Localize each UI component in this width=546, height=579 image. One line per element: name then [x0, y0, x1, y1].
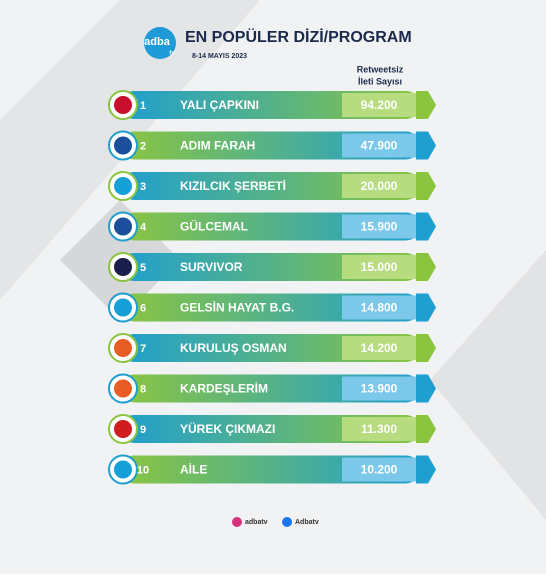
channel-logo	[114, 96, 132, 114]
row-end	[416, 293, 436, 322]
rank: 8	[140, 383, 146, 395]
value: 94.200	[361, 98, 398, 112]
row-end	[416, 131, 436, 160]
rank: 10	[137, 464, 149, 476]
value-box	[342, 133, 416, 158]
row-end	[416, 455, 436, 484]
instagram-icon	[232, 517, 242, 527]
program-title: AİLE	[180, 462, 207, 477]
value-box	[342, 214, 416, 239]
facebook: Adbatv	[295, 519, 319, 526]
title: EN POPÜLER DİZİ/PROGRAM	[185, 27, 412, 46]
row-end	[416, 374, 436, 403]
row-end	[416, 253, 436, 281]
value: 11.300	[361, 422, 397, 436]
rank: 3	[140, 181, 146, 193]
program-title: KIZILCIK ŞERBETİ	[180, 178, 286, 193]
row-end	[416, 91, 436, 119]
value-box	[342, 93, 416, 117]
channel-logo	[114, 217, 132, 236]
column-header: İleti Sayısı	[358, 76, 402, 86]
value: 14.800	[361, 301, 398, 315]
logo-sub: tv	[169, 51, 175, 57]
rank: 9	[140, 424, 146, 436]
value: 15.000	[361, 260, 398, 274]
program-title: GELSİN HAYAT B.G.	[180, 300, 294, 315]
logo	[144, 27, 176, 59]
column-header: Retweetsiz	[357, 64, 404, 74]
row-end	[416, 212, 436, 241]
bg-shape	[430, 250, 546, 520]
logo-text: adba	[144, 36, 171, 48]
subtitle: 8-14 MAYIS 2023	[192, 53, 247, 60]
program-title: KURULUŞ OSMAN	[180, 341, 287, 355]
value-box	[342, 255, 416, 279]
row-end	[416, 334, 436, 362]
value: 13.900	[361, 382, 398, 396]
rank: 7	[140, 343, 146, 355]
program-title: GÜLCEMAL	[180, 219, 248, 234]
rank: 4	[140, 221, 147, 233]
value-box	[342, 376, 416, 401]
channel-logo	[114, 379, 132, 398]
rank: 6	[140, 302, 146, 314]
rank: 1	[140, 100, 146, 112]
row-end	[416, 172, 436, 200]
channel-logo	[114, 136, 132, 155]
value-box	[342, 174, 416, 198]
program-title: KARDEŞLERİM	[180, 381, 268, 396]
value: 14.200	[361, 341, 398, 355]
value: 20.000	[361, 179, 398, 193]
value: 47.900	[361, 139, 398, 153]
program-title: SURVIVOR	[180, 260, 243, 274]
value-box	[342, 417, 416, 441]
value-box	[342, 295, 416, 320]
channel-logo	[114, 298, 132, 317]
row-end	[416, 415, 436, 443]
channel-logo	[114, 258, 132, 276]
program-title: YÜREK ÇIKMAZI	[180, 421, 275, 436]
program-title: ADIM FARAH	[180, 139, 255, 153]
channel-logo	[114, 460, 132, 479]
rank: 5	[140, 262, 146, 274]
rank: 2	[140, 140, 146, 152]
program-title: YALI ÇAPKINI	[180, 98, 259, 112]
channel-logo	[114, 420, 132, 438]
value-box	[342, 336, 416, 360]
value: 10.200	[361, 463, 398, 477]
value-box	[342, 457, 416, 482]
channel-logo	[114, 177, 132, 195]
channel-logo	[114, 339, 132, 357]
instagram: adbatv	[245, 519, 268, 526]
facebook-icon	[282, 517, 292, 527]
value: 15.900	[361, 220, 398, 234]
